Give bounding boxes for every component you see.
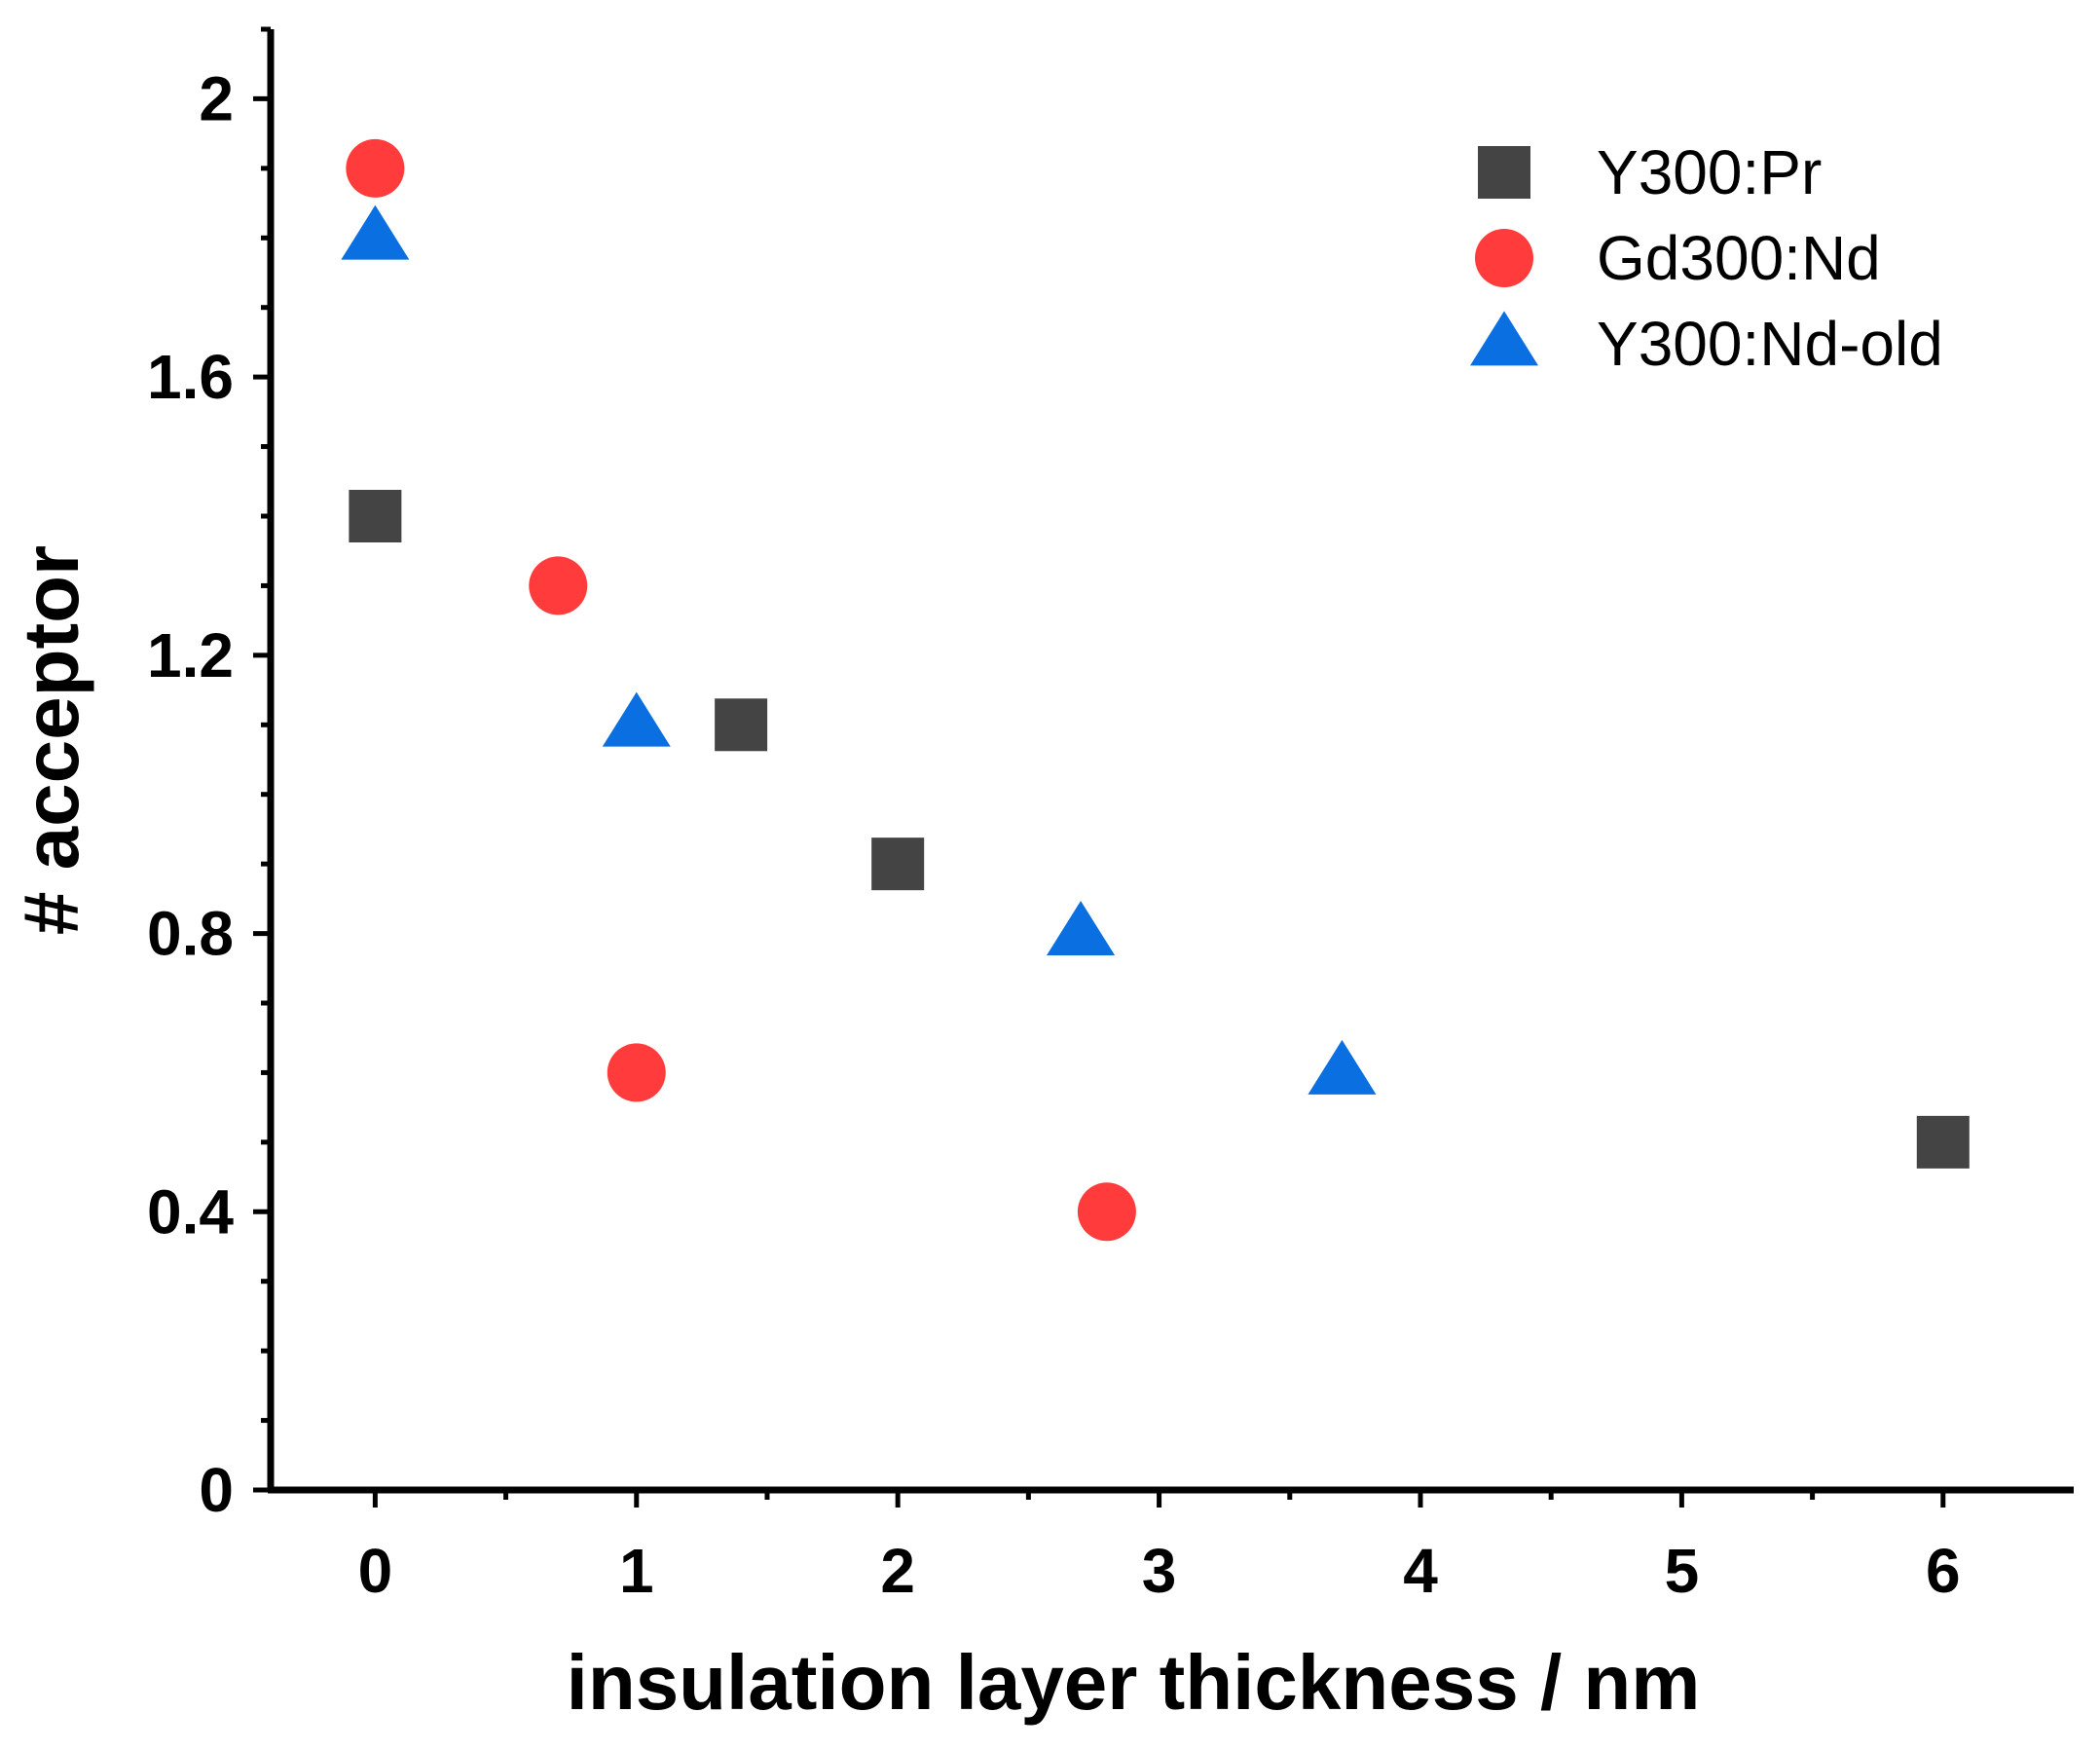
y-tick-label: 2 — [199, 63, 234, 133]
x-tick-label: 6 — [1926, 1536, 1961, 1606]
y-tick-label: 0.8 — [147, 899, 234, 969]
data-point-square — [349, 490, 402, 542]
legend-marker-triangle — [1470, 311, 1538, 366]
legend-label: Y300:Nd-old — [1597, 309, 1943, 379]
data-point-circle — [529, 556, 588, 615]
data-point-triangle — [1308, 1039, 1377, 1095]
y-axis-title: # acceptor — [8, 545, 94, 935]
data-point-square — [871, 838, 925, 891]
data-point-circle — [346, 138, 405, 198]
legend-marker-square — [1478, 146, 1530, 199]
legend-marker-circle — [1475, 229, 1533, 287]
legend-label: Y300:Pr — [1597, 137, 1822, 207]
y-tick-label: 0 — [199, 1455, 234, 1525]
data-point-triangle — [341, 205, 410, 260]
axes — [267, 29, 2074, 1494]
y-tick-label: 0.4 — [147, 1176, 234, 1247]
x-tick-label: 2 — [880, 1536, 915, 1606]
x-tick-label: 3 — [1142, 1536, 1177, 1606]
ticks: 0 1 2 3 4 5 6 0 0.4 0.8 1.2 1.6 2 — [147, 26, 1961, 1606]
data-point-triangle — [602, 691, 671, 747]
x-axis-title: insulation layer thickness / nm — [567, 1639, 1701, 1726]
data-points — [341, 138, 1970, 1242]
data-point-square — [1916, 1115, 1970, 1169]
y-tick-label: 1.6 — [147, 342, 234, 412]
data-point-square — [715, 698, 768, 752]
x-tick-label: 1 — [619, 1536, 654, 1606]
data-point-triangle — [1047, 900, 1116, 955]
legend: Y300:Pr Gd300:Nd Y300:Nd-old — [1470, 137, 1943, 379]
x-tick-label: 4 — [1403, 1536, 1438, 1606]
data-point-circle — [1077, 1182, 1136, 1242]
legend-label: Gd300:Nd — [1597, 223, 1881, 293]
x-tick-label: 0 — [358, 1536, 393, 1606]
data-point-circle — [607, 1043, 666, 1102]
y-tick-label: 1.2 — [147, 620, 234, 690]
x-tick-label: 5 — [1665, 1536, 1700, 1606]
